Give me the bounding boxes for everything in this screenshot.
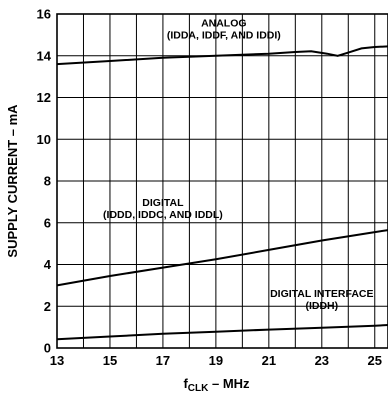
y-tick-label: 12 [37,90,51,105]
y-tick-label: 8 [44,174,51,189]
y-tick-label: 16 [37,7,51,22]
y-tick-label: 4 [44,257,52,272]
series-line-1 [56,45,388,66]
x-tick-label: 17 [156,353,170,368]
x-tick-label: 13 [50,353,64,368]
grid-lines [57,14,388,348]
x-tick-label: 21 [262,353,276,368]
y-axis-label: SUPPLY CURRENT – mA [5,104,20,258]
y-tick-label: 14 [37,48,52,63]
y-tick-label: 2 [44,299,51,314]
y-tick-label: 6 [44,215,51,230]
series-label-line: (IDDD, IDDC, AND IDDL) [103,209,223,221]
x-axis-label-main: f [183,376,188,391]
series-label-2: DIGITAL (IDDD, IDDC, AND IDDL) [103,197,223,221]
series-label-line: (IDDH) [305,300,338,312]
x-tick-label: 25 [368,353,382,368]
series-label-line: (IDDA, IDDF, AND IDDI) [167,30,281,42]
x-axis-label-suffix: – MHz [208,376,250,391]
y-tick-label: 10 [37,132,51,147]
tick-labels: 13 15 17 19 21 23 25 0 2 4 6 8 10 12 14 16 [37,7,382,369]
x-tick-label: 19 [209,353,223,368]
y-tick-label: 0 [44,341,51,356]
series-label-layer: ANALOG (IDDA, IDDF, AND IDDI) DIGITAL (IDDD… [103,18,373,312]
series-label-line: ANALOG [201,18,247,30]
series-label-line: DIGITAL [142,197,184,209]
series-line-2 [56,229,388,287]
series-label-1: ANALOG (IDDA, IDDF, AND IDDI) [167,18,281,42]
x-tick-label: 23 [315,353,329,368]
series-layer [56,45,388,341]
x-axis-label: fCLK – MHz [183,376,250,394]
series-line-3 [56,324,388,341]
x-tick-label: 15 [103,353,117,368]
plot-frame [56,13,388,349]
series-label-3: DIGITAL INTERFACE (IDDH) [270,288,373,312]
series-label-line: DIGITAL INTERFACE [270,288,373,300]
x-axis-label-subscript: CLK [188,383,209,394]
